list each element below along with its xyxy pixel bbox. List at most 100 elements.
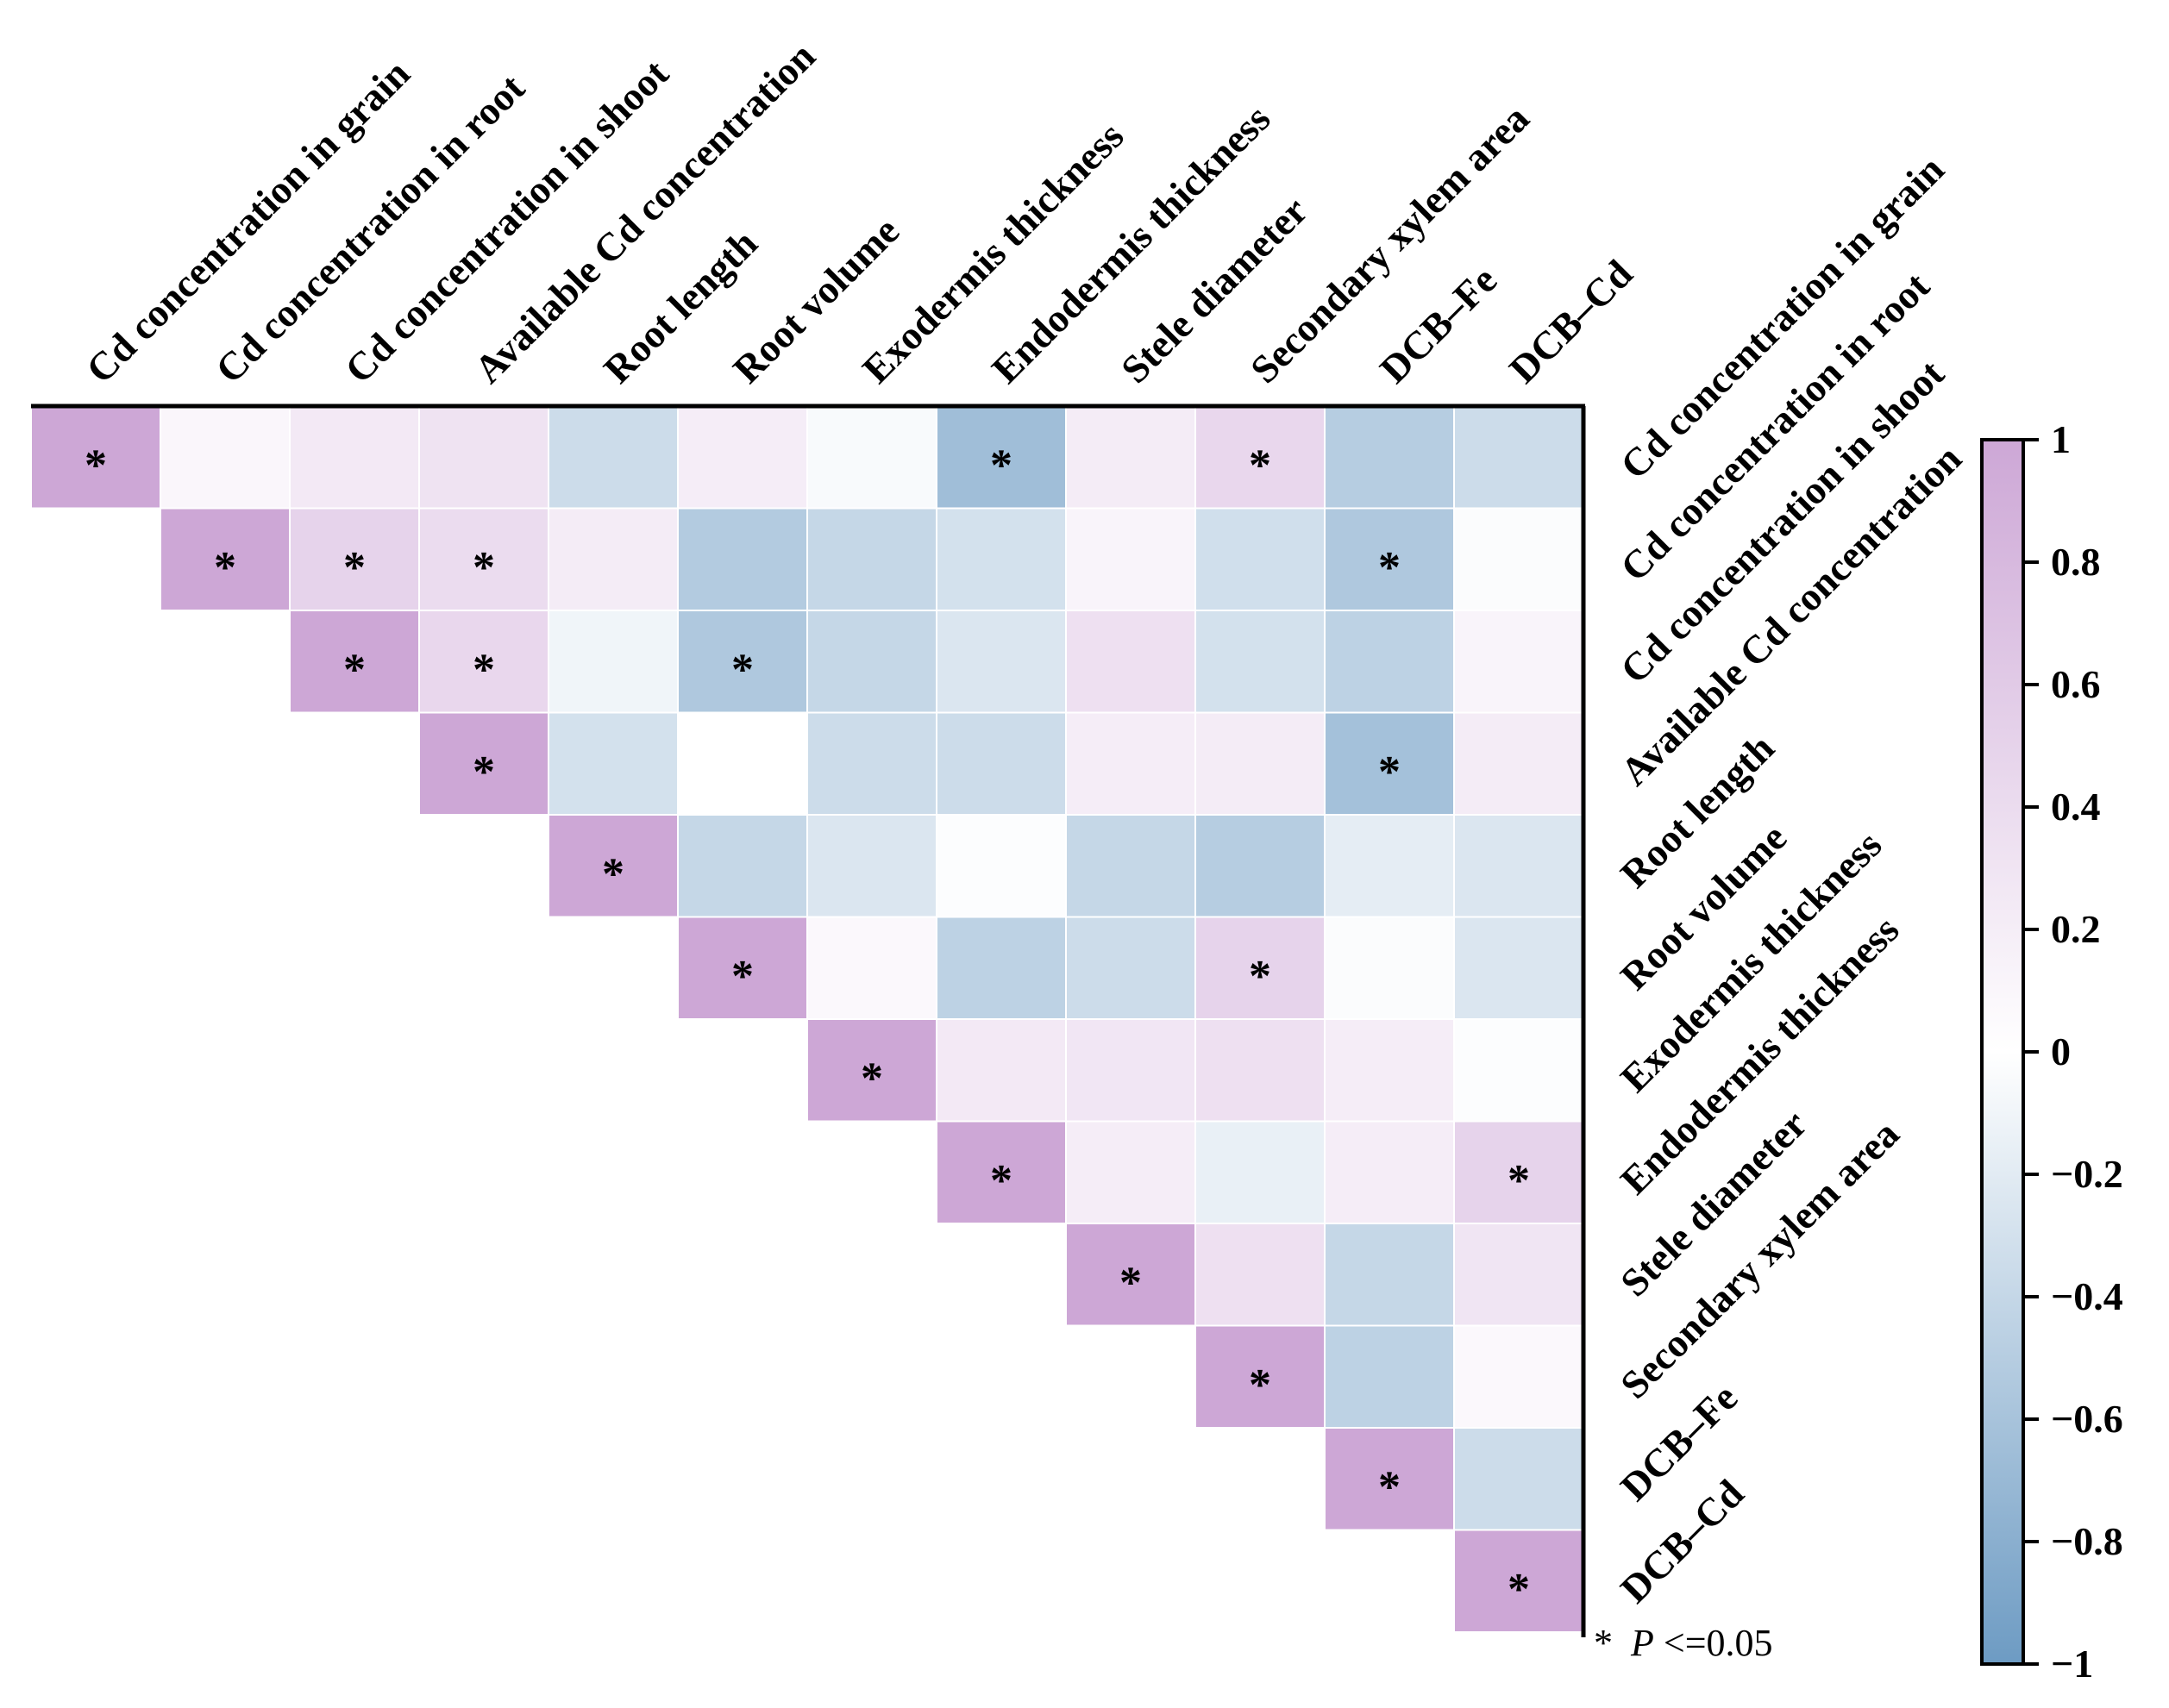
column-label: DCB–Cd [1501,251,1641,391]
heatmap-cell [1454,1223,1583,1326]
significance-marker: * [85,441,107,490]
heatmap-cell [937,815,1066,917]
significance-marker: * [1378,748,1401,797]
heatmap-cell [1454,1019,1583,1122]
heatmap-cell [1195,1019,1325,1122]
heatmap-cell [549,610,678,713]
significance-marker: * [214,543,236,592]
significance-marker: * [731,645,754,694]
significance-marker: * [731,952,754,1001]
heatmap-cell [419,406,549,509]
significance-note-p: P [1630,1622,1654,1664]
heatmap-cell [937,509,1066,611]
heatmap-cell [678,713,807,816]
heatmap-cell [1066,509,1195,611]
colorbar-tick-label: −0.2 [2051,1152,2123,1196]
heatmap-cell [1066,610,1195,713]
heatmap-cell [549,713,678,816]
heatmap-cell [1195,509,1325,611]
column-label: DCB–Fe [1371,258,1505,391]
significance-marker: * [861,1054,883,1103]
heatmap-cell [807,815,937,917]
heatmap-cell [1195,1122,1325,1224]
heatmap-cell [678,509,807,611]
heatmap-cell [807,713,937,816]
significance-marker: * [1249,441,1271,490]
heatmap-cell [1325,815,1454,917]
significance-marker: * [343,645,366,694]
colorbar-tick-label: −0.6 [2051,1397,2123,1441]
heatmap-cell [1454,509,1583,611]
heatmap-cell [1066,406,1195,509]
heatmap-cell [678,406,807,509]
heatmap-cell [1195,713,1325,816]
significance-marker: * [1249,952,1271,1001]
significance-marker: * [602,849,624,898]
heatmap-cell [549,509,678,611]
heatmap-cell [1454,1428,1583,1530]
significance-marker: * [1378,1462,1401,1511]
colorbar-tick-label: −1 [2051,1642,2093,1686]
colorbar-tick-label: 0.4 [2051,785,2101,829]
significance-marker: * [343,543,366,592]
significance-note-threshold: <=0.05 [1664,1622,1773,1664]
colorbar-tick-label: −0.4 [2051,1274,2123,1318]
heatmap-cell [1066,713,1195,816]
heatmap-cell [1325,1223,1454,1326]
significance-marker: * [1249,1361,1271,1410]
heatmap-cell [1325,917,1454,1020]
heatmap-cell [1066,1122,1195,1224]
colorbar-tick-label: 0 [2051,1029,2071,1073]
significance-marker: * [990,441,1012,490]
heatmap-cell [1325,1326,1454,1429]
colorbar-tick-label: 0.6 [2051,662,2101,706]
heatmap-cell [937,917,1066,1020]
heatmap-cell [1325,406,1454,509]
heatmap-cell [1325,1122,1454,1224]
significance-marker: * [473,543,495,592]
heatmap-cell [1454,917,1583,1020]
significance-marker: * [990,1156,1012,1205]
heatmap-cell [1325,1019,1454,1122]
heatmap-cells: * * * * * * * * * * * * * * * * * * * * * * [31,406,1583,1632]
significance-marker: * [1119,1258,1142,1307]
heatmap-cell [678,815,807,917]
significance-marker: * [473,645,495,694]
significance-marker: * [1378,543,1401,592]
heatmap-cell [1454,815,1583,917]
heatmap-cell [1066,917,1195,1020]
heatmap-cell [807,406,937,509]
colorbar-tick-label: 0.8 [2051,540,2101,584]
heatmap-cell [1325,610,1454,713]
heatmap-cell [937,610,1066,713]
heatmap-cell [1195,815,1325,917]
heatmap-cell [1454,406,1583,509]
heatmap-cell [807,509,937,611]
significance-note-marker: * [1594,1622,1613,1664]
colorbar-gradient [1982,440,2023,1664]
heatmap-cell [1454,610,1583,713]
heatmap-cell [290,406,419,509]
heatmap-cell [807,610,937,713]
heatmap-cell [937,713,1066,816]
colorbar-tick-label: 1 [2051,417,2071,461]
colorbar: 1 0.8 0.6 0.4 0.2 0 −0.2 −0.4 −0.6 −0.8 −1 [1982,417,2123,1686]
heatmap-cell [1066,1019,1195,1122]
heatmap-cell [160,406,290,509]
heatmap-cell [937,1019,1066,1122]
heatmap-cell [1195,1223,1325,1326]
significance-marker: * [473,748,495,797]
heatmap-cell [1454,1326,1583,1429]
significance-note: * P <=0.05 [1594,1622,1773,1664]
heatmap-cell [1195,610,1325,713]
heatmap-cell [1454,713,1583,816]
colorbar-tick-label: 0.2 [2051,907,2101,951]
colorbar-tick-label: −0.8 [2051,1519,2123,1563]
significance-marker: * [1508,1156,1530,1205]
heatmap-cell [549,406,678,509]
heatmap-cell [807,917,937,1020]
significance-marker: * [1508,1565,1530,1614]
